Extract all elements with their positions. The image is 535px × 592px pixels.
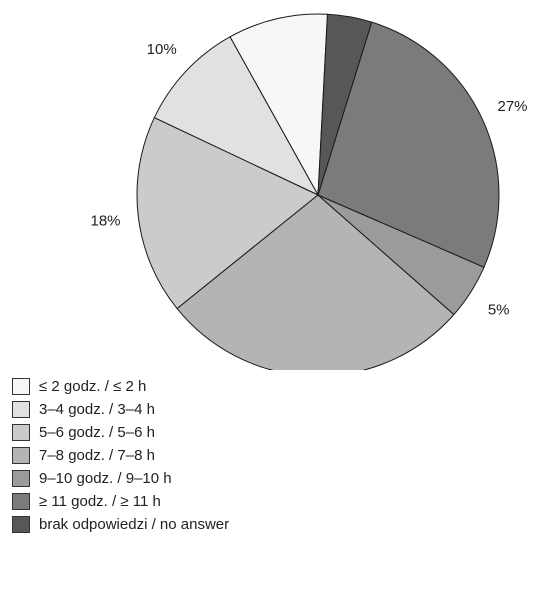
legend-label: 5–6 godz. / 5–6 h (39, 424, 155, 441)
legend-item: 3–4 godz. / 3–4 h (12, 398, 229, 421)
legend-label: ≥ 11 godz. / ≥ 11 h (39, 493, 161, 510)
legend-item: 7–8 godz. / 7–8 h (12, 444, 229, 467)
pie-slice (229, 13, 328, 197)
legend-item: ≤ 2 godz. / ≤ 2 h (12, 375, 229, 398)
pie-slice-label: 10% (147, 41, 177, 58)
pie-slice (317, 21, 500, 268)
pie-slice (153, 36, 320, 197)
legend-label: 3–4 godz. / 3–4 h (39, 401, 155, 418)
pie-slice (176, 194, 455, 370)
pie-slice-label: 18% (90, 212, 120, 229)
legend-item: brak odpowiedzi / no answer (12, 513, 229, 536)
legend-label: 7–8 godz. / 7–8 h (39, 447, 155, 464)
legend-label: brak odpowiedzi / no answer (39, 516, 230, 533)
legend-swatch (12, 516, 30, 533)
pie-labels: 9%10%18%28%5%27%4% (90, 41, 527, 319)
pie-slice (136, 117, 319, 310)
pie-slices (136, 13, 500, 370)
legend-swatch (12, 470, 30, 487)
legend-label: 9–10 godz. / 9–10 h (39, 470, 172, 487)
pie-slice-label: 27% (497, 98, 527, 115)
legend: ≤ 2 godz. / ≤ 2 h 3–4 godz. / 3–4 h 5–6 go… (12, 375, 229, 536)
legend-item: 9–10 godz. / 9–10 h (12, 467, 229, 490)
legend-swatch (12, 447, 30, 464)
pie-slice-label: 5% (488, 302, 510, 319)
legend-swatch (12, 424, 30, 441)
pie-chart: 9%10%18%28%5%27%4% (90, 13, 528, 370)
legend-label: ≤ 2 godz. / ≤ 2 h (39, 378, 147, 395)
legend-item: ≥ 11 godz. / ≥ 11 h (12, 490, 229, 513)
legend-swatch (12, 493, 30, 510)
legend-item: 5–6 godz. / 5–6 h (12, 421, 229, 444)
legend-swatch (12, 401, 30, 418)
pie-slice (317, 13, 373, 196)
legend-swatch (12, 378, 30, 395)
